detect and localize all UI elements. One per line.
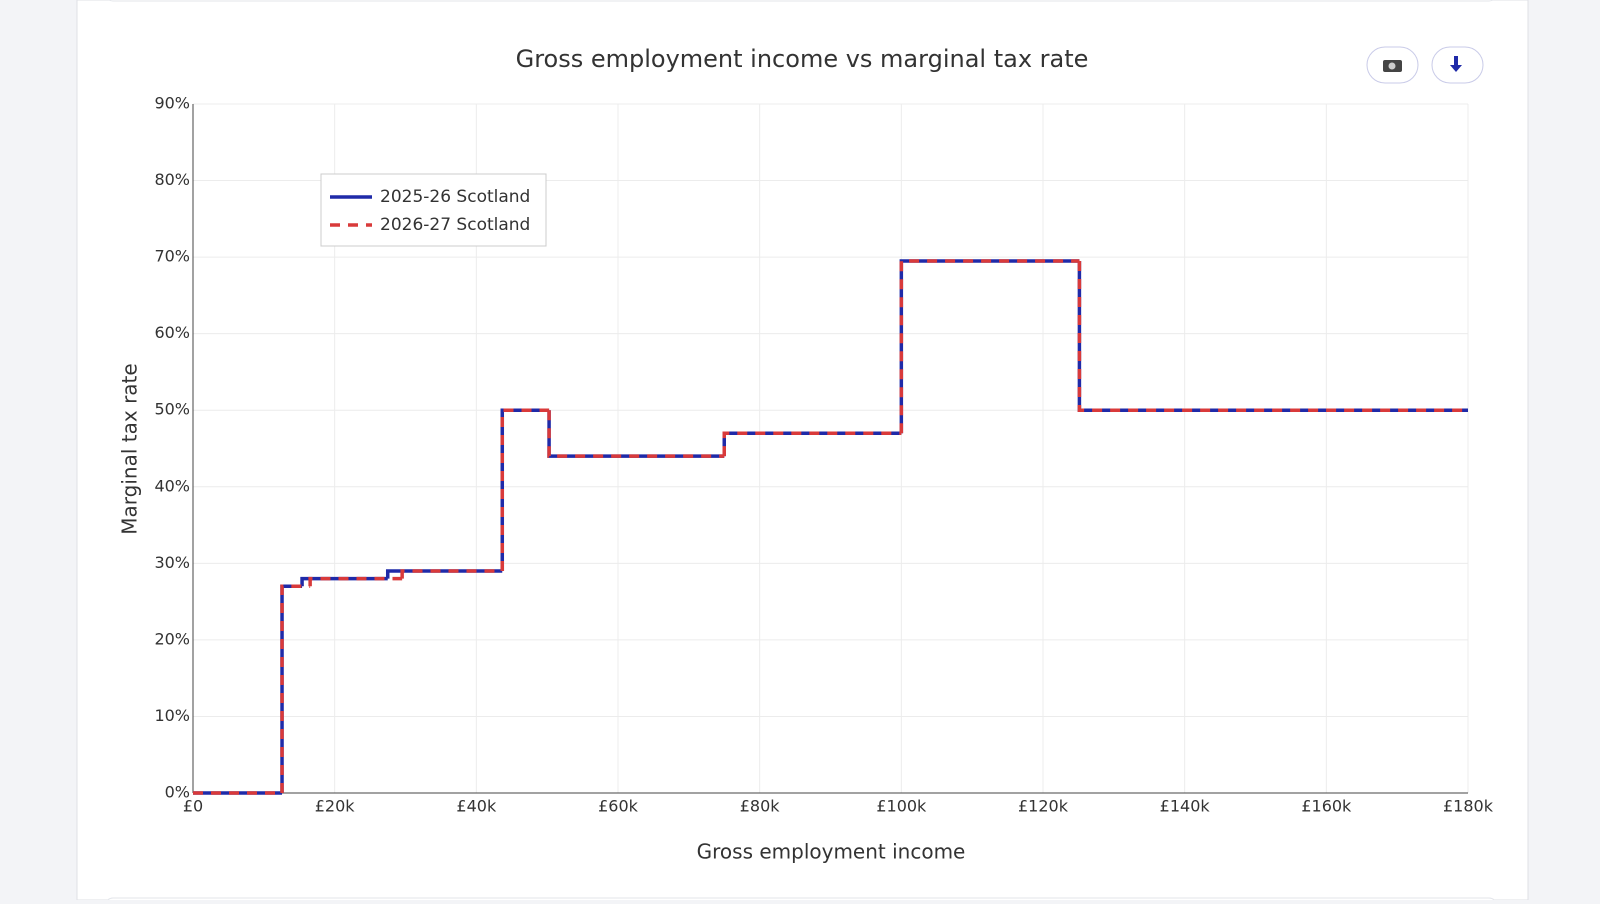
x-tick-label: £40k bbox=[456, 797, 497, 816]
x-tick-label: £20k bbox=[315, 797, 356, 816]
step-segment bbox=[280, 584, 311, 793]
step-segment bbox=[400, 569, 503, 579]
step-segment bbox=[722, 431, 902, 457]
x-tick-label: £180k bbox=[1443, 797, 1494, 816]
x-axis-title: Gross employment income bbox=[697, 840, 966, 864]
y-tick-label: 60% bbox=[154, 323, 190, 342]
step-segment bbox=[385, 569, 503, 579]
series bbox=[193, 259, 1468, 795]
chart-title: Gross employment income vs marginal tax … bbox=[516, 45, 1089, 73]
step-segment bbox=[547, 410, 725, 458]
y-tick-label: 40% bbox=[154, 476, 190, 495]
x-tick-label: £80k bbox=[740, 797, 781, 816]
y-axis-title: Marginal tax rate bbox=[118, 363, 142, 534]
step-segment bbox=[500, 408, 550, 571]
x-tick-label: £100k bbox=[876, 797, 927, 816]
previous-card bbox=[108, 0, 1494, 2]
step-segment bbox=[308, 576, 403, 587]
camera-button[interactable] bbox=[1366, 46, 1419, 84]
x-tick-label: £160k bbox=[1301, 797, 1352, 816]
x-tick-label: £60k bbox=[598, 797, 639, 816]
legend-box bbox=[320, 173, 547, 247]
legend: 2025-26 Scotland 2026-27 Scotland bbox=[320, 173, 547, 247]
chart-card bbox=[105, 32, 1497, 866]
x-tick-label: £120k bbox=[1018, 797, 1069, 816]
y-tick-label: 90% bbox=[154, 94, 190, 113]
x-tick-label: £140k bbox=[1160, 797, 1211, 816]
y-tick-label: 10% bbox=[154, 706, 190, 725]
y-tick-label: 70% bbox=[154, 247, 190, 266]
step-segment bbox=[899, 259, 1080, 434]
y-tick-label: 0% bbox=[165, 783, 190, 802]
download-button[interactable] bbox=[1431, 46, 1484, 84]
y-tick-label: 80% bbox=[154, 170, 190, 189]
step-segment bbox=[1077, 260, 1468, 412]
y-tick-label: 20% bbox=[154, 629, 190, 648]
x-tick-label: £0 bbox=[183, 797, 203, 816]
legend-label: 2025-26 Scotland bbox=[380, 187, 530, 207]
y-tick-label: 50% bbox=[154, 400, 190, 419]
y-tick-label: 30% bbox=[154, 553, 190, 572]
legend-label: 2026-27 Scotland bbox=[380, 215, 530, 235]
plot: 0% 10% 20% 30% 40% 50% 60% 70% 80% 90% £0 £20k £40k £… bbox=[154, 94, 1493, 816]
